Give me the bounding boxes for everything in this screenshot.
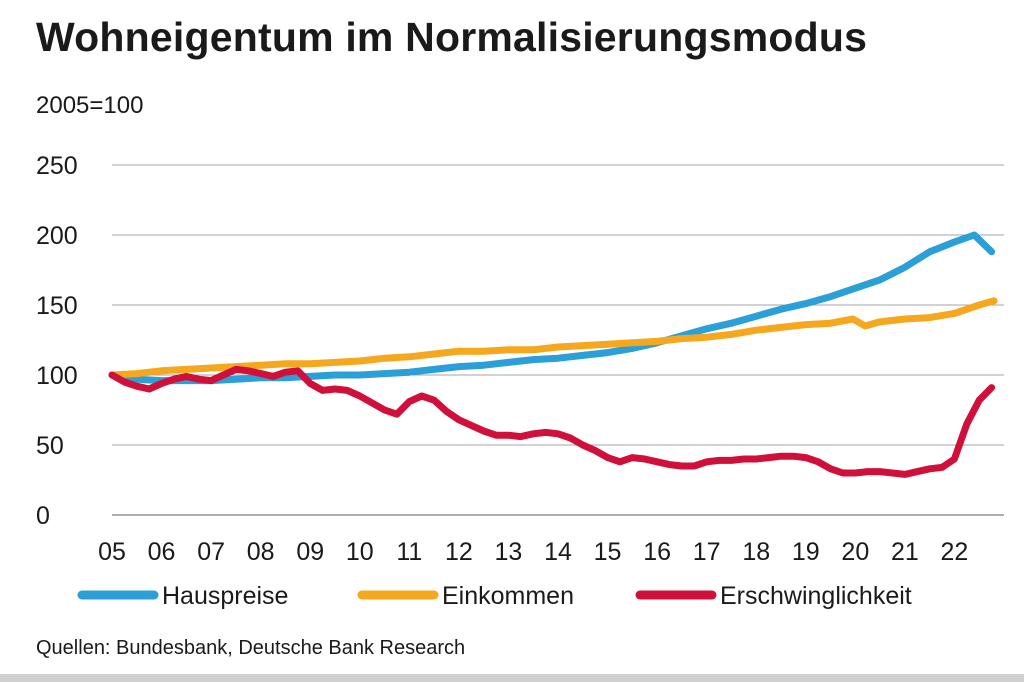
x-tick-label: 19	[792, 538, 820, 566]
x-tick-label: 11	[396, 538, 422, 566]
source-note: Quellen: Bundesbank, Deutsche Bank Resea…	[36, 637, 466, 659]
x-tick-label: 17	[693, 538, 721, 566]
x-tick-label: 06	[148, 538, 176, 566]
y-axis-unit-label: 2005=100	[36, 92, 144, 119]
series-line-hauspreise	[108, 231, 996, 385]
x-tick-label: 07	[197, 538, 225, 566]
x-tick-label: 16	[643, 538, 671, 566]
x-tick-label: 22	[941, 538, 969, 566]
y-tick-label: 250	[36, 152, 78, 180]
y-tick-label: 200	[36, 222, 78, 250]
x-tick-label: 20	[841, 538, 869, 566]
chart-title: Wohneigentum im Normalisierungsmodus	[36, 14, 868, 60]
x-tick-label: 08	[247, 538, 275, 566]
series-line-einkommen	[108, 297, 998, 379]
y-tick-label: 150	[36, 292, 78, 320]
x-tick-label: 12	[445, 538, 473, 566]
x-tick-label: 14	[544, 538, 572, 566]
x-tick-label: 05	[98, 538, 126, 566]
y-tick-label: 0	[36, 502, 50, 530]
x-tick-label: 18	[742, 538, 770, 566]
x-tick-label: 10	[346, 538, 374, 566]
legend-label-einkommen: Einkommen	[442, 582, 574, 610]
line-chart: 0 50 100 150 200 250 05 06 07 08 09 10 11 12 13 14 15 16 1…	[36, 152, 1004, 610]
x-tick-label: 15	[594, 538, 622, 566]
legend-label-erschwinglichkeit: Erschwinglichkeit	[720, 582, 912, 610]
x-tick-label: 13	[495, 538, 523, 566]
bottom-divider	[0, 674, 1024, 682]
y-tick-label: 100	[36, 362, 78, 390]
legend-label-hauspreise: Hauspreise	[162, 582, 288, 610]
x-tick-label: 21	[891, 538, 919, 566]
y-tick-label: 50	[36, 432, 64, 460]
series-line-erschwinglichkeit	[108, 365, 996, 478]
x-tick-label: 09	[296, 538, 324, 566]
